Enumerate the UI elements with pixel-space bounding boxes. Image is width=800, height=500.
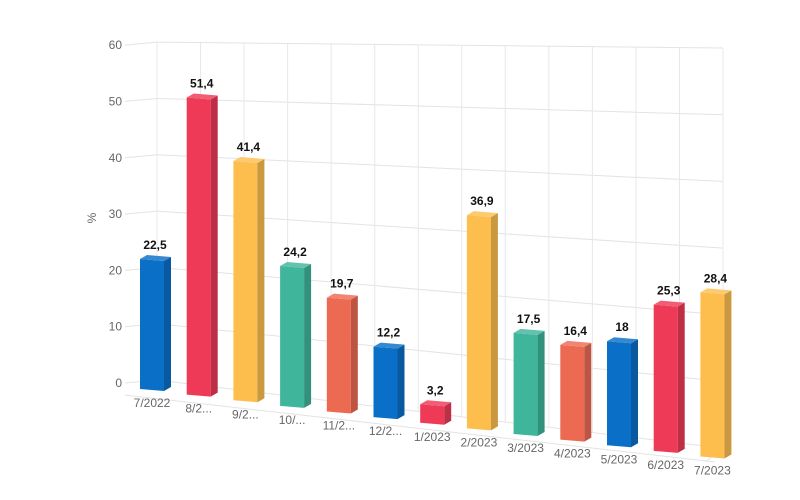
bar-top [607,337,638,344]
gridline-side [124,41,158,46]
bar-front [560,344,585,442]
data-label: 18 [615,320,629,334]
y-tick-label: 50 [109,94,123,108]
bar-front [233,160,258,403]
bar-top [560,340,592,347]
x-tick-label: 11/2... [323,419,355,433]
data-label: 19,7 [330,277,354,291]
gridline-side [124,154,158,159]
bar [420,400,452,425]
x-tick-label: 2/2023 [461,435,498,449]
gridline-horizontal [156,41,724,49]
bar-front [653,304,678,453]
bar [233,156,265,403]
data-label: 22,5 [143,238,167,252]
data-label: 16,4 [564,324,588,338]
bar-side [584,342,592,442]
bar-side [537,330,545,437]
bar [280,262,312,408]
bar-side [677,302,685,453]
x-tick-label: 1/2023 [414,430,451,444]
bars-layer [140,93,732,459]
bar-front [607,341,631,448]
bar-front [373,346,398,420]
y-tick-label: 60 [109,38,123,52]
data-label: 36,9 [470,194,494,208]
bar-side [350,295,358,414]
bar-top [466,211,498,218]
bar-side [631,339,638,448]
x-tick-label: 10/... [279,413,306,427]
bar-side [444,402,452,425]
data-label: 17,5 [517,312,541,326]
y-axis-title: % [85,212,99,223]
data-label: 51,4 [190,77,214,91]
bar-top [513,328,545,335]
floor-edge [124,394,716,463]
bar-top [233,156,265,163]
gridline-horizontal [156,97,724,116]
data-label: 3,2 [427,383,444,397]
bar-side [257,158,265,403]
bar-front [140,258,164,391]
data-label: 41,4 [237,140,261,154]
bar [326,293,358,414]
y-tick-label: 0 [115,376,122,390]
y-tick-label: 10 [109,320,123,334]
bar-top [186,93,218,100]
data-label: 25,3 [657,284,681,298]
bar-side [304,264,312,408]
bar [513,328,545,437]
x-tick-label: 4/2023 [554,447,591,461]
data-label: 12,2 [377,326,401,340]
x-tick-label: 8/2... [185,402,212,416]
bar [373,342,405,420]
bar-top [373,342,405,349]
bar-front [280,266,305,408]
bar [186,93,218,397]
bar-front [700,292,725,459]
bar-front [420,404,445,425]
x-tick-label: 6/2023 [647,458,684,472]
bar-top [700,288,732,295]
x-tick-label: 12/2... [369,424,402,438]
bar-top [420,400,452,407]
x-tick-label: 7/2023 [694,464,731,478]
gridline-side [124,97,158,102]
bar-top [326,293,358,300]
data-label: 28,4 [704,271,728,285]
bar-side [397,344,405,420]
bar-side [490,213,498,431]
y-tick-label: 40 [109,151,123,165]
y-tick-label: 30 [109,207,123,221]
bar-top [140,254,171,261]
x-tick-label: 5/2023 [601,452,638,466]
bar [700,288,732,459]
bar-side [724,290,732,459]
gridline-side [124,210,158,215]
y-tick-label: 20 [109,263,123,277]
bar-side [210,95,218,397]
bar-front [186,97,211,397]
bar-top [653,300,685,307]
bar-front [326,297,351,414]
bar-side [164,256,171,391]
bar-front [466,215,491,431]
bar [607,337,638,448]
bar [466,211,498,431]
bar [653,300,685,453]
bar [140,254,171,391]
x-tick-label: 7/2022 [134,396,171,410]
bar [560,340,592,442]
labels-layer: 0 10 20 30 40 50 60 22,5 7/2022 51,4 8/2... 41,4 9/2… [109,38,731,477]
x-tick-label: 9/2... [232,407,259,421]
bar-front [513,332,538,437]
x-tick-label: 3/2023 [507,441,544,455]
data-label: 24,2 [283,245,307,259]
bar-top [280,262,312,269]
